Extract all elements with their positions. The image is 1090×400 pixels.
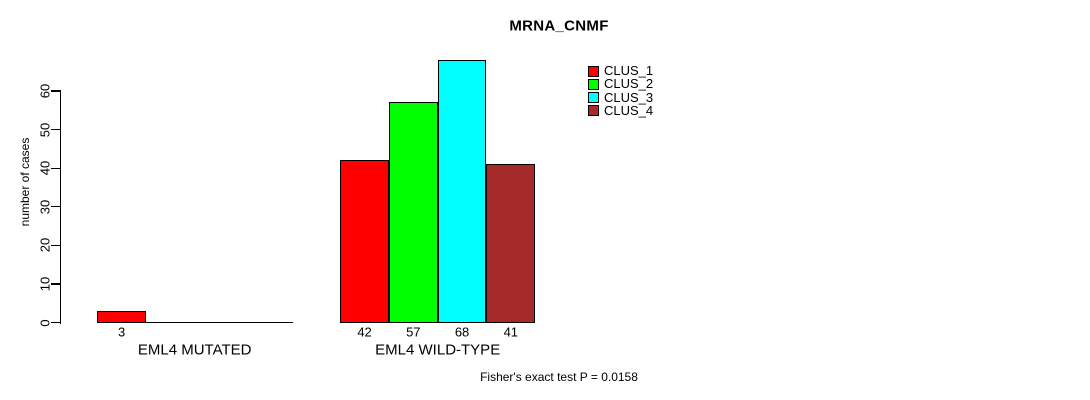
legend: CLUS_1 CLUS_2 CLUS_3 CLUS_4 xyxy=(588,63,678,121)
y-tick-label: 40 xyxy=(37,160,53,176)
bar-value-label: 57 xyxy=(406,324,421,340)
legend-item-clus-4: CLUS_4 xyxy=(588,102,654,118)
legend-item-clus-3: CLUS_3 xyxy=(588,89,654,105)
zero-bar-clus-2 xyxy=(145,321,196,323)
stat-annotation: Fisher's exact test P = 0.0158 xyxy=(480,370,638,384)
legend-item-clus-2: CLUS_2 xyxy=(588,76,654,92)
y-axis-tick xyxy=(51,206,61,208)
y-tick-label: 0 xyxy=(37,319,53,327)
y-axis-tick xyxy=(51,90,61,92)
y-tick-label: 60 xyxy=(37,83,53,99)
y-tick-label: 50 xyxy=(37,122,53,137)
legend-label: CLUS_1 xyxy=(604,63,654,78)
y-axis-tick xyxy=(51,322,61,324)
y-axis-tick xyxy=(51,244,61,247)
bar-clus-4 xyxy=(486,164,536,323)
legend-swatch-icon xyxy=(588,78,599,90)
bar-clus-2 xyxy=(388,102,438,323)
y-axis-label: number of cases xyxy=(18,137,32,227)
bar-clus-1 xyxy=(97,311,146,323)
category-label: EML4 MUTATED xyxy=(137,341,252,359)
legend-label: CLUS_2 xyxy=(604,76,654,92)
y-tick-label: 10 xyxy=(37,276,53,292)
legend-swatch-icon xyxy=(588,105,599,117)
bar-value-label: 3 xyxy=(117,324,126,340)
zero-bar-clus-3 xyxy=(194,321,245,323)
bar-value-label: 42 xyxy=(357,324,372,340)
chart-title: MRNA_CNMF xyxy=(509,17,609,35)
bar-clus-3 xyxy=(437,59,487,323)
bar-clus-1 xyxy=(340,160,389,323)
legend-label: CLUS_4 xyxy=(604,102,654,118)
y-tick-label: 30 xyxy=(37,199,53,215)
legend-item-clus-1: CLUS_1 xyxy=(588,63,654,78)
zero-bar-clus-4 xyxy=(243,321,294,323)
legend-label: CLUS_3 xyxy=(604,89,654,105)
bar-value-label: 68 xyxy=(454,324,470,340)
bar-value-label: 41 xyxy=(503,324,519,340)
legend-swatch-icon xyxy=(588,92,599,104)
legend-swatch-icon xyxy=(588,65,599,77)
y-axis-tick xyxy=(51,167,61,169)
y-axis-tick xyxy=(51,283,61,285)
y-tick-label: 20 xyxy=(37,238,53,253)
category-label: EML4 WILD-TYPE xyxy=(375,341,501,359)
y-axis-tick xyxy=(51,128,61,131)
